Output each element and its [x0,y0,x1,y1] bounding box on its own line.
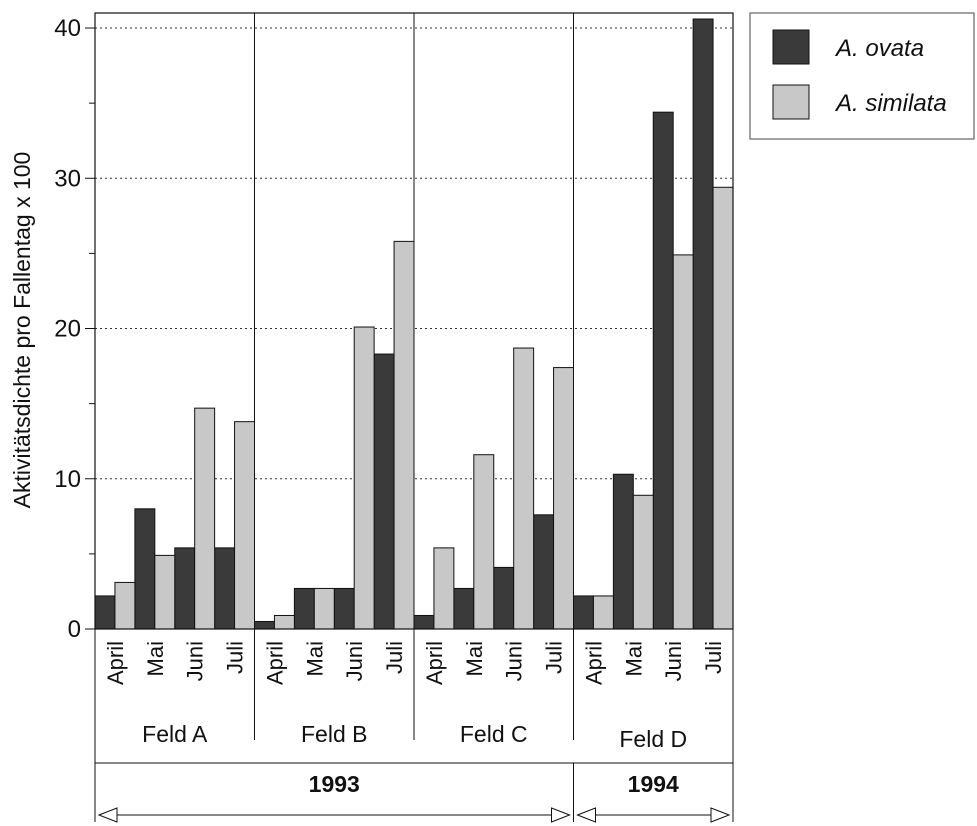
y-tick-label: 0 [68,616,81,643]
bar-ovata [94,595,116,630]
bar-similata [592,595,614,630]
bar-ovata [573,595,594,630]
x-tick-label: Juli [382,641,407,674]
bar-ovata [493,566,515,630]
bar-similata [513,347,535,630]
x-tick-label: April [262,641,287,685]
bar-ovata [333,587,355,630]
legend-label: A. ovata [834,35,924,62]
x-tick-label: Juli [223,641,248,674]
bar-ovata [533,514,555,630]
group-label: Feld C [460,721,528,747]
bars [94,18,734,630]
x-tick-label: April [103,641,128,685]
y-tick-label: 40 [54,15,81,42]
year-arrow-head [710,807,731,823]
bar-ovata [453,587,475,630]
x-tick-label: Mai [143,641,168,676]
y-tick-label: 30 [54,165,81,192]
bar-similata [632,494,654,630]
year-label: 1993 [309,771,360,797]
group-label: Feld D [619,726,687,752]
year-arrow-head [97,807,118,823]
bar-ovata [413,614,435,630]
y-tick-label: 10 [54,466,81,493]
year-arrow-head [576,807,596,823]
bar-similata [353,326,375,630]
x-tick-label: Juli [701,641,726,674]
bar-similata [114,581,136,630]
x-tick-label: April [422,641,447,685]
x-tick-label: Mai [302,641,327,676]
legend-label: A. similata [834,90,947,117]
x-tick-label: Juni [342,641,367,681]
x-tick-label: Mai [462,641,487,676]
x-tick-label: Mai [621,641,646,676]
legend-swatch [772,29,810,65]
bar-similata [273,614,295,630]
x-tick-label: Juni [661,641,686,681]
bar-similata [154,554,176,630]
axes: 0 10 20 30 40 April Mai Juni Juli April Mai Juni Jul… [54,12,734,823]
bar-ovata [254,620,275,630]
legend: A. ovata A. similata [749,12,975,140]
x-tick-label: Juni [502,641,527,681]
bar-similata [553,367,574,630]
bar-ovata [373,353,395,630]
y-tick-label: 20 [54,316,81,343]
x-tick-label: April [581,641,606,685]
bar-similata [433,547,455,630]
bar-similata [672,254,694,630]
bar-similata [234,421,255,630]
bar-similata [473,454,495,630]
bar-ovata [652,111,674,630]
bar-ovata [174,547,196,630]
x-tick-label: Juli [542,641,567,674]
bar-similata [712,186,734,630]
bar-ovata [692,18,714,630]
legend-swatch [772,84,810,120]
group-label: Feld A [142,721,208,747]
bar-similata [393,240,415,630]
x-tick-label: Juni [183,641,208,681]
bar-similata [194,407,216,630]
bar-similata [313,587,335,630]
bar-ovata [612,473,634,630]
bar-ovata [214,547,236,630]
bar-ovata [134,508,156,630]
year-label: 1994 [628,771,679,797]
group-label: Feld B [301,721,367,747]
y-axis-label: Aktivitätsdichte pro Fallentag x 100 [9,152,35,509]
year-arrow-head [551,807,571,823]
bar-ovata [293,587,315,630]
